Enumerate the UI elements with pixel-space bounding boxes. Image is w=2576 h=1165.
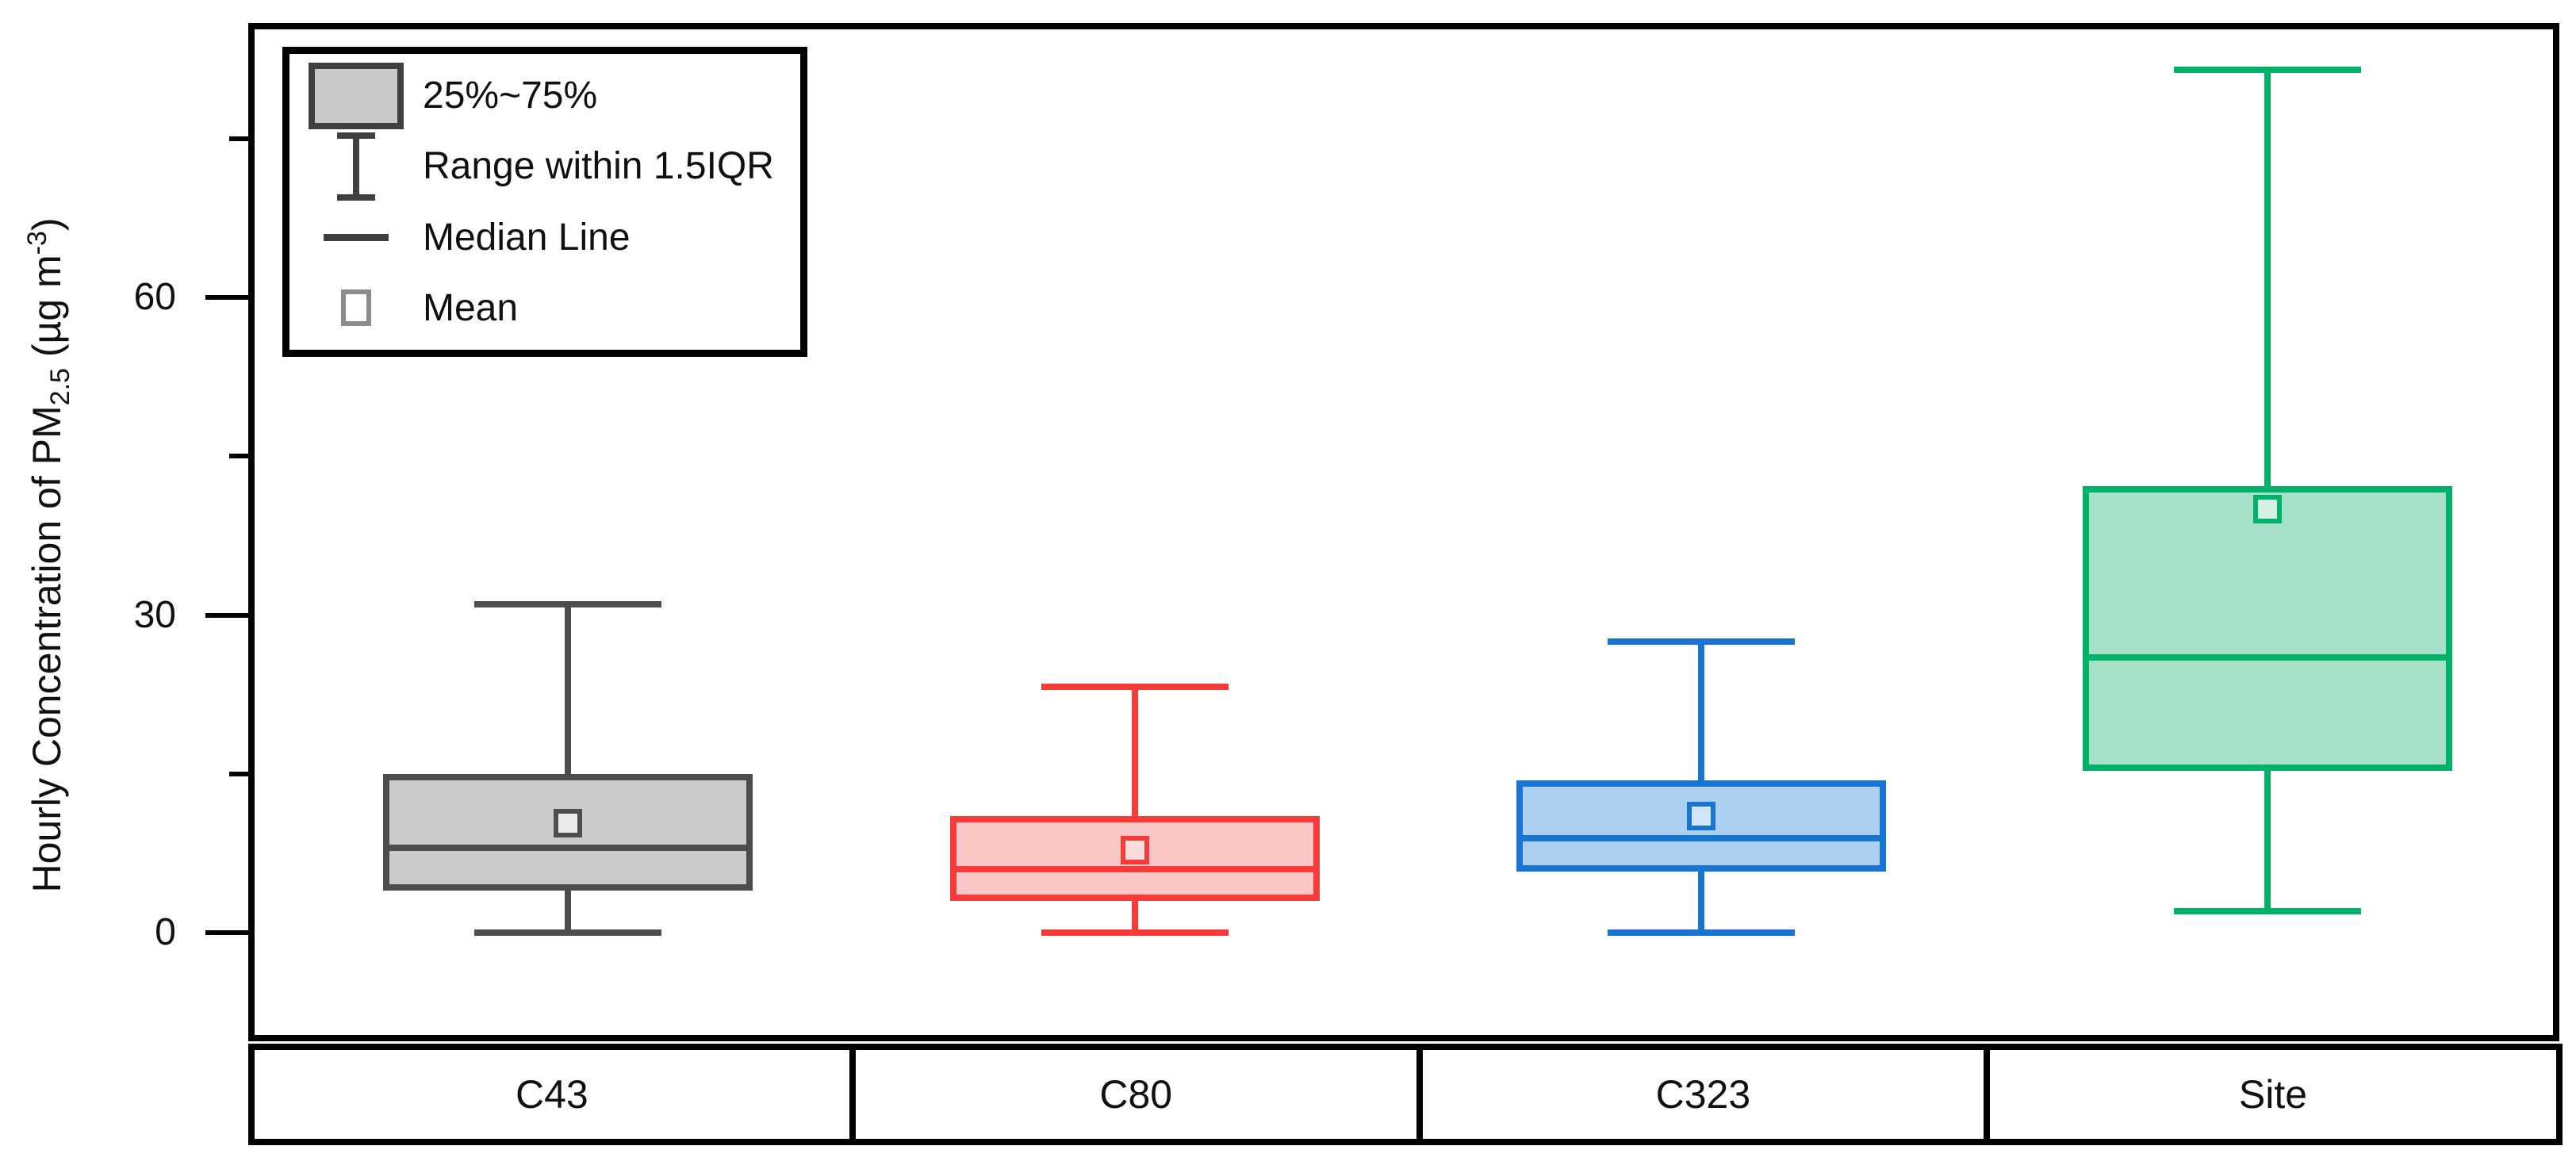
legend-label-iqr: 25%~75% [423, 75, 598, 117]
y-axis-title-superscript: -3 [22, 231, 53, 255]
legend-label-mean: Mean [423, 286, 519, 329]
whisker-lower-stem-C323 [1698, 872, 1704, 933]
legend-item-whisker-range: Range within 1.5IQR [301, 132, 800, 201]
y-tick-label-0: 0 [155, 911, 176, 953]
y-tick-major-0 [205, 930, 251, 935]
whisker-lower-cap-C323 [1608, 929, 1795, 936]
median-line-C43 [389, 845, 746, 851]
y-axis-title-close: ) [24, 217, 69, 232]
whisker-lower-stem-Site [2264, 771, 2271, 911]
y-axis-title-text: Hourly Concentration of PM [24, 405, 69, 893]
y-tick-label-30: 30 [133, 594, 176, 636]
mean-square-C323 [1687, 802, 1715, 830]
mean-square-icon [341, 289, 371, 327]
y-tick-minor-15 [229, 772, 251, 776]
whisker-upper-cap-C80 [1041, 684, 1229, 690]
x-axis-category-row: C43 C80 C323 Site [248, 1044, 2563, 1145]
x-category-label-C323: C323 [1423, 1050, 1990, 1139]
mean-square-Site [2253, 495, 2282, 523]
iqr-box-Site [2083, 486, 2452, 771]
whisker-upper-stem-C323 [1698, 642, 1704, 780]
whisker-lower-cap-Site [2174, 908, 2361, 914]
median-line-C80 [956, 866, 1313, 872]
whisker-upper-cap-C43 [474, 601, 661, 607]
whisker-lower-cap-C43 [474, 929, 661, 936]
median-line-Site [2089, 654, 2446, 661]
y-tick-minor-45 [229, 454, 251, 458]
x-category-label-C43: C43 [255, 1050, 856, 1139]
whisker-range-icon [337, 132, 375, 201]
y-tick-minor-75 [229, 136, 251, 141]
legend-item-mean: Mean [301, 274, 800, 342]
legend-item-median-line: Median Line [301, 203, 800, 271]
legend-label-median-line: Median Line [423, 216, 631, 259]
whisker-upper-stem-Site [2264, 70, 2271, 486]
x-category-label-Site: Site [2238, 1072, 2308, 1117]
y-tick-major-60 [205, 295, 251, 300]
mean-square-C80 [1121, 836, 1149, 864]
whisker-lower-stem-C80 [1132, 901, 1138, 933]
mean-square-C43 [554, 809, 582, 837]
legend-item-iqr-box: 25%~75% [301, 62, 800, 130]
whisker-upper-cap-C323 [1608, 638, 1795, 645]
whisker-upper-stem-C43 [565, 604, 571, 774]
y-axis-title-subscript: 2.5 [44, 368, 75, 406]
median-line-icon [324, 233, 389, 241]
legend: 25%~75% Range within 1.5IQR Median Line … [282, 47, 807, 357]
y-tick-label-60: 60 [133, 276, 176, 318]
x-category-label-C80: C80 [856, 1050, 1423, 1139]
iqr-box-swatch-icon [309, 62, 404, 129]
whisker-lower-stem-C43 [565, 891, 571, 933]
legend-label-whisker-range: Range within 1.5IQR [423, 145, 774, 188]
whisker-upper-stem-C80 [1132, 687, 1138, 816]
whisker-upper-cap-Site [2174, 67, 2361, 73]
median-line-C323 [1523, 835, 1880, 841]
y-tick-major-30 [205, 613, 251, 618]
whisker-lower-cap-C80 [1041, 929, 1229, 936]
